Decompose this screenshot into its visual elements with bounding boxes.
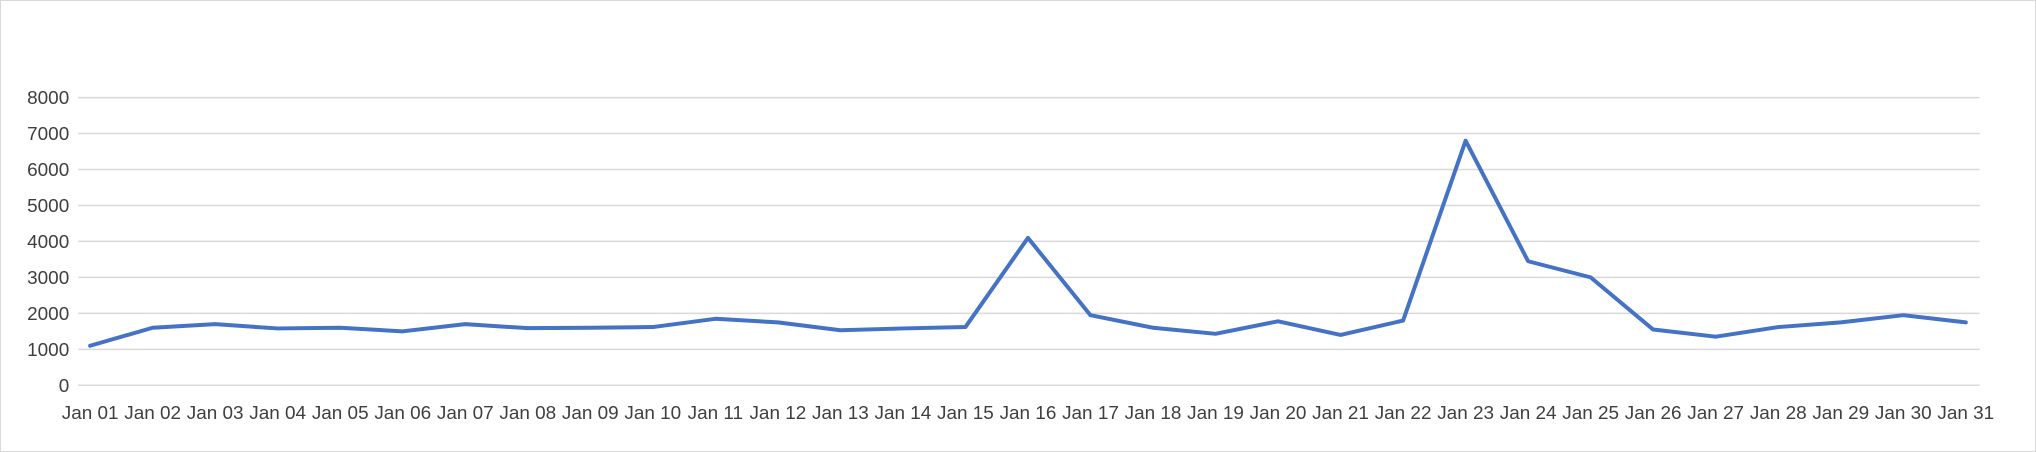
y-axis-tick-label: 6000 — [27, 160, 69, 181]
x-axis-tick-label: Jan 05 — [312, 403, 369, 424]
y-axis-tick-label: 4000 — [27, 232, 69, 253]
x-axis-tick-label: Jan 29 — [1812, 403, 1869, 424]
x-axis-tick-label: Jan 06 — [374, 403, 431, 424]
x-axis-tick-label: Jan 15 — [937, 403, 994, 424]
x-axis-tick-label: Jan 11 — [688, 403, 743, 424]
y-axis-tick-label: 7000 — [27, 124, 69, 145]
x-axis-tick-label: Jan 04 — [249, 403, 306, 424]
y-axis-tick-label: 0 — [59, 376, 70, 397]
x-axis-tick-label: Jan 02 — [124, 403, 181, 424]
x-axis-tick-label: Jan 30 — [1875, 403, 1932, 424]
x-axis-tick-label: Jan 12 — [749, 403, 806, 424]
y-axis-tick-label: 1000 — [27, 340, 69, 361]
x-axis-tick-label: Jan 16 — [1000, 403, 1057, 424]
x-axis-tick-label: Jan 20 — [1250, 403, 1307, 424]
x-axis-tick-label: Jan 08 — [499, 403, 556, 424]
y-axis-tick-label: 5000 — [27, 196, 69, 217]
x-axis-tick-label: Jan 09 — [562, 403, 619, 424]
x-axis-tick-label: Jan 28 — [1750, 403, 1807, 424]
x-axis-tick-label: Jan 07 — [437, 403, 494, 424]
x-axis-tick-label: Jan 14 — [875, 403, 932, 424]
data-series-line — [88, 138, 1968, 348]
x-axis-tick-label: Jan 23 — [1437, 403, 1494, 424]
x-axis-tick-label: Jan 03 — [187, 403, 244, 424]
x-axis-tick-label: Jan 21 — [1312, 403, 1369, 424]
x-axis-tick-label: Jan 19 — [1187, 403, 1244, 424]
y-axis-tick-label: 3000 — [27, 268, 69, 289]
y-axis-tick-label: 8000 — [27, 88, 69, 109]
x-axis-tick-label: Jan 13 — [812, 403, 869, 424]
x-axis-tick-label: Jan 27 — [1687, 403, 1744, 424]
x-axis-tick-label: Jan 25 — [1562, 403, 1619, 424]
x-axis-tick-label: Jan 24 — [1500, 403, 1557, 424]
y-axis-tick-label: 2000 — [27, 304, 69, 325]
x-axis-tick-label: Jan 17 — [1062, 403, 1119, 424]
x-axis-tick-label: Jan 18 — [1125, 403, 1182, 424]
x-axis-tick-label: Jan 26 — [1625, 403, 1682, 424]
x-axis-tick-label: Jan 31 — [1937, 403, 1994, 424]
x-axis-tick-label: Jan 01 — [62, 403, 119, 424]
x-axis-tick-label: Jan 10 — [624, 403, 681, 424]
x-axis-tick-label: Jan 22 — [1375, 403, 1432, 424]
